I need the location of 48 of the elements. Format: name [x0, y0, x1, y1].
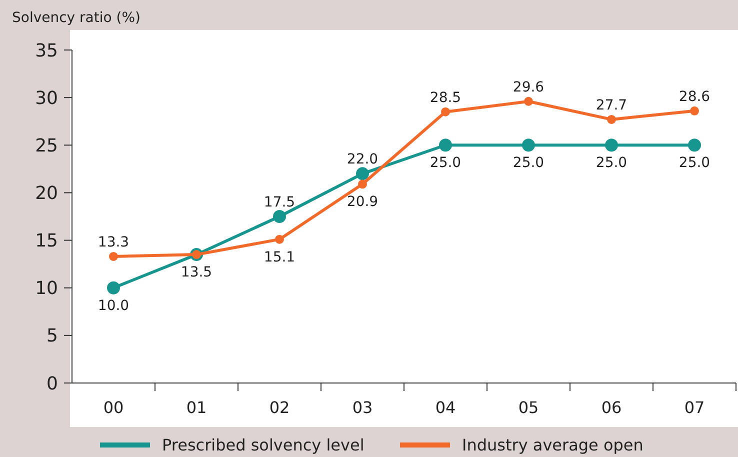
point [273, 210, 286, 223]
y-tick-label: 35 [35, 40, 58, 62]
x-tick-label: 05 [518, 398, 539, 417]
data-label: 25.0 [430, 155, 462, 172]
x-tick-label: 01 [186, 398, 207, 417]
data-label: 25.0 [512, 155, 544, 172]
data-label: 13.5 [180, 264, 212, 281]
point [522, 138, 535, 152]
point [439, 138, 452, 152]
legend-label: Industry average open [462, 436, 644, 455]
y-tick-label: 0 [46, 373, 58, 394]
x-tick-label: 06 [601, 398, 622, 417]
point [690, 106, 699, 116]
data-label: 15.1 [264, 249, 296, 266]
y-tick-label: 30 [35, 88, 58, 109]
data-label: 25.0 [678, 155, 710, 172]
point [275, 234, 284, 244]
point [607, 114, 616, 124]
data-label: 17.5 [264, 194, 296, 210]
point [441, 107, 450, 116]
data-label: 20.9 [346, 194, 378, 210]
data-label: 28.5 [430, 90, 462, 106]
point [356, 167, 369, 180]
y-tick-label: 5 [46, 326, 58, 347]
point [107, 281, 120, 294]
legend-label: Prescribed solvency level [162, 436, 364, 455]
y-tick-label: 10 [35, 278, 58, 300]
data-label: 29.6 [512, 79, 544, 96]
data-label: 27.7 [596, 97, 628, 114]
point [109, 252, 118, 261]
data-label: 13.3 [98, 234, 130, 250]
data-label: 10.0 [98, 298, 130, 314]
point [524, 96, 533, 106]
y-tick-label: 20 [35, 183, 58, 204]
x-tick-label: 02 [269, 398, 290, 417]
data-label: 22.0 [346, 152, 378, 168]
x-tick-label: 07 [684, 398, 705, 417]
y-tick-label: 25 [35, 135, 58, 156]
x-tick-label: 04 [435, 398, 456, 417]
y-axis-title: Solvency ratio (%) [12, 10, 141, 26]
point [605, 138, 618, 152]
data-label: 28.6 [678, 88, 710, 105]
data-label: 25.0 [596, 155, 628, 172]
point [688, 138, 701, 152]
y-tick-label: 15 [35, 230, 58, 252]
point [358, 180, 367, 189]
x-tick-label: 03 [352, 398, 373, 417]
x-tick-label: 00 [103, 398, 124, 417]
